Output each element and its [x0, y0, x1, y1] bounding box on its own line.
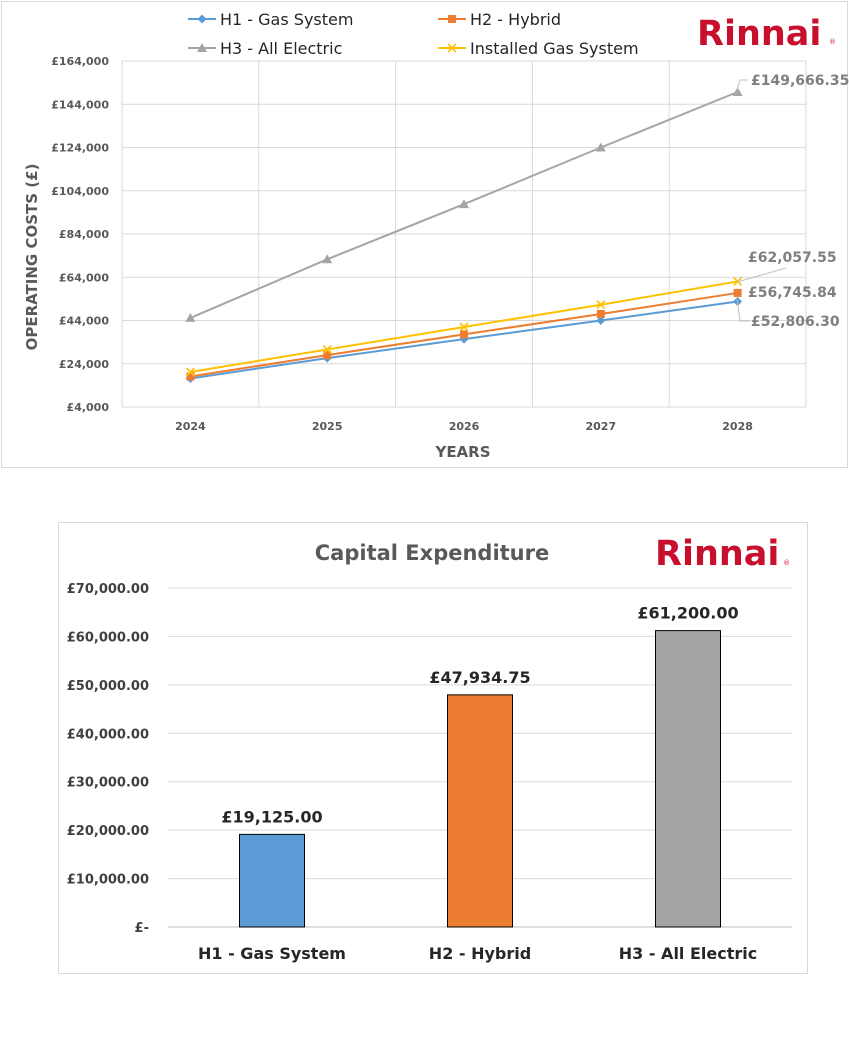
legend-marker	[448, 15, 456, 23]
y-tick-label: £50,000.00	[67, 679, 149, 694]
y-tick-label: £44,000	[59, 315, 109, 328]
legend-item: H3 - All Electric	[188, 39, 342, 58]
data-point	[596, 310, 605, 319]
marker-stroke	[447, 43, 457, 53]
y-tick-label: £10,000.00	[67, 873, 149, 888]
y-tick-label: £-	[135, 921, 149, 936]
operating-costs-chart: £4,000 £24,000 £44,000 £64,000 £84,000 £104,0…	[1, 1, 849, 468]
y-tick-label: £144,000	[51, 98, 109, 111]
y-tick-label: £84,000	[59, 228, 109, 241]
y-axis-title: OPERATING COSTS (£)	[23, 164, 41, 351]
registered-mark: ®	[829, 38, 836, 46]
y-tick-label: £40,000.00	[67, 727, 149, 742]
data-point	[459, 199, 469, 209]
y-axis-ticks: £- £10,000.00 £20,000.00 £30,000.00 £40,000.…	[67, 582, 149, 936]
legend-item: H2 - Hybrid	[438, 10, 561, 29]
rinnai-logo: Rinnai	[655, 534, 779, 574]
data-point	[322, 254, 333, 264]
bar	[655, 630, 721, 928]
legend-marker	[197, 43, 207, 52]
marker-stroke	[459, 322, 469, 332]
legend: H1 - Gas System H2 - Hybrid H3 - All Elect…	[188, 10, 639, 58]
data-point	[459, 322, 469, 332]
rinnai-logo: Rinnai	[697, 14, 821, 54]
x-tick-label: 2026	[449, 420, 480, 433]
y-tick-label: £70,000.00	[67, 582, 149, 597]
y-tick-label: £30,000.00	[67, 776, 149, 791]
data-point	[460, 330, 468, 339]
x-tick-label: 2027	[585, 420, 616, 433]
chart-title: Capital Expenditure	[315, 541, 549, 565]
x-category-label: H2 - Hybrid	[429, 944, 531, 963]
data-point	[595, 142, 606, 152]
x-category-label: H3 - All Electric	[619, 944, 757, 963]
legend-label: Installed Gas System	[470, 39, 639, 58]
registered-mark: ®	[783, 559, 790, 567]
x-axis-categories: H1 - Gas System H2 - Hybrid H3 - All Elect…	[198, 944, 757, 963]
y-tick-label: £20,000.00	[67, 824, 149, 839]
data-point	[323, 351, 332, 360]
y-tick-label: £64,000	[59, 271, 109, 284]
x-axis-ticks: 2024 2025 2026 2027 2028	[175, 420, 753, 433]
data-point	[322, 344, 332, 355]
data-point	[185, 367, 195, 377]
legend-label: H1 - Gas System	[220, 10, 353, 29]
y-tick-label: £164,000	[51, 55, 109, 68]
data-point	[186, 372, 195, 381]
legend-label: H3 - All Electric	[220, 39, 342, 58]
bar-value-label: £19,125.00	[221, 807, 322, 826]
bar	[447, 694, 513, 928]
marker-stroke	[322, 344, 332, 355]
data-point	[596, 300, 606, 310]
legend-label: H2 - Hybrid	[470, 10, 561, 29]
data-label-installed-2028: £62,057.55	[748, 250, 837, 266]
x-axis-title: YEARS	[434, 443, 490, 461]
data-label-h1-2028: £52,806.30	[751, 314, 840, 330]
data-point	[732, 86, 743, 96]
bar-value-labels: £19,125.00 £47,934.75 £61,200.00	[221, 604, 738, 827]
x-tick-label: 2024	[175, 420, 206, 433]
y-tick-label: £24,000	[59, 358, 109, 371]
data-point	[733, 288, 742, 297]
data-label-h3-2028: £149,666.35	[751, 73, 849, 89]
y-tick-label: £104,000	[51, 185, 109, 198]
data-label-h2-2028: £56,745.84	[748, 285, 837, 301]
x-tick-label: 2025	[312, 420, 343, 433]
data-point	[185, 312, 196, 322]
legend-item: Installed Gas System	[438, 39, 639, 58]
x-category-label: H1 - Gas System	[198, 944, 346, 963]
legend-item: H1 - Gas System	[188, 10, 353, 29]
marker-stroke	[185, 367, 195, 377]
y-tick-label: £4,000	[67, 401, 110, 414]
y-axis-ticks: £4,000 £24,000 £44,000 £64,000 £84,000 £104,0…	[51, 55, 109, 414]
bar	[239, 833, 305, 928]
legend-marker	[447, 43, 457, 53]
x-tick-label: 2028	[722, 420, 753, 433]
y-tick-label: £124,000	[51, 142, 109, 155]
legend-marker	[197, 14, 207, 24]
data-point	[596, 316, 606, 325]
label-leader-lines	[736, 79, 787, 322]
marker-stroke	[596, 300, 606, 310]
bars	[239, 630, 721, 928]
bar-value-label: £47,934.75	[429, 668, 530, 687]
y-tick-label: £60,000.00	[67, 630, 149, 645]
bar-value-label: £61,200.00	[637, 604, 738, 623]
